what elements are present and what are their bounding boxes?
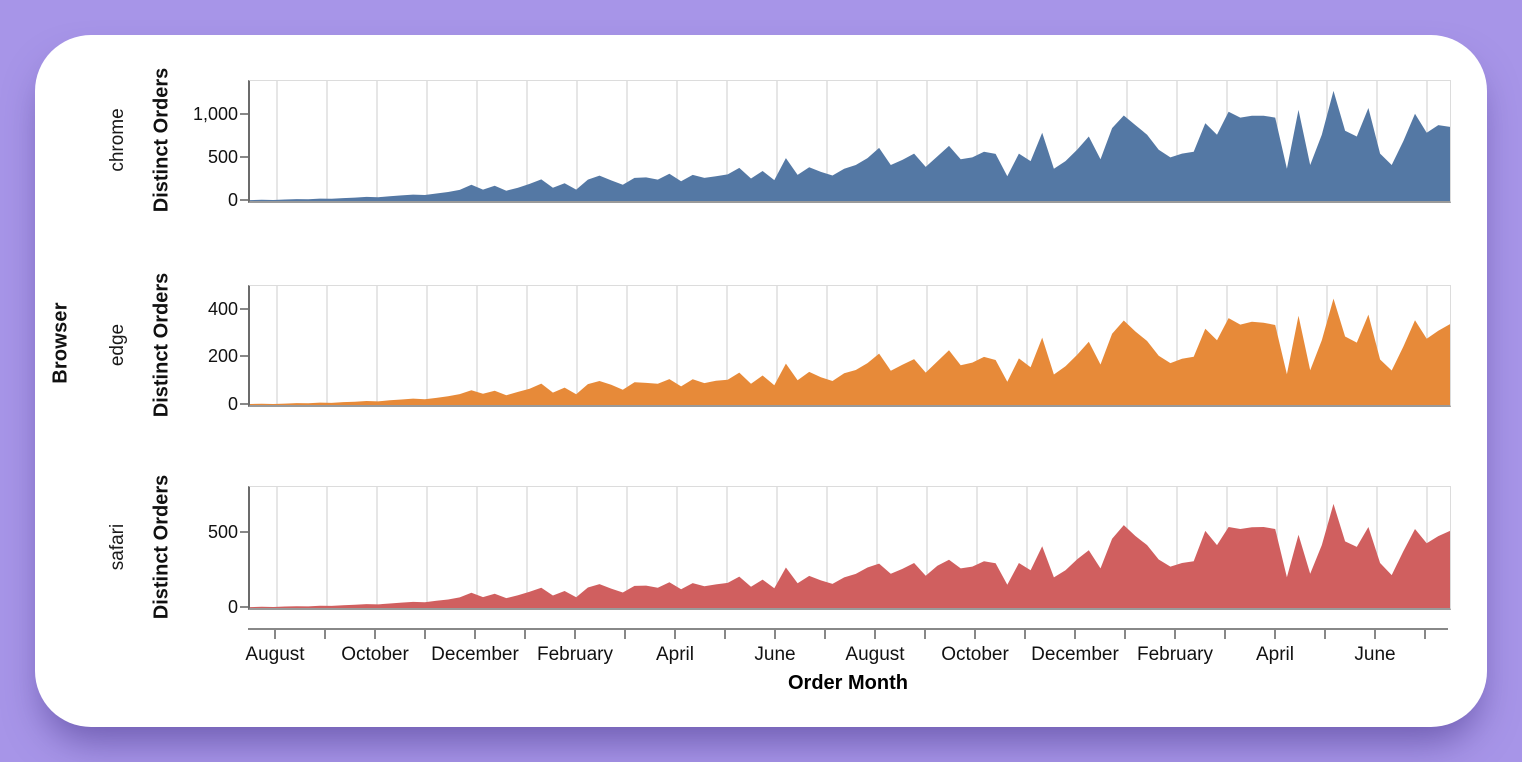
y-tick-mark [240, 403, 248, 405]
x-tick-label: October [341, 644, 409, 665]
x-tick-label: February [536, 644, 614, 665]
y-tick-label: 500 [207, 147, 238, 168]
x-tick-mark [1324, 630, 1326, 639]
facet-safari: safari Distinct Orders 0 500 [0, 474, 1522, 619]
x-tick-label: April [1255, 644, 1294, 665]
y-tick-mark [240, 307, 248, 310]
y-tick-label: 500 [207, 522, 238, 543]
x-tick-label: June [754, 644, 796, 665]
x-axis-line [248, 628, 1448, 630]
area-series-chrome [250, 90, 1450, 201]
facet-edge: edge Distinct Orders 0 200 400 [0, 272, 1522, 417]
x-tick-mark [674, 630, 676, 639]
x-tick-mark [1024, 630, 1026, 639]
x-tick-label: December [431, 644, 519, 665]
y-tick-mark [240, 531, 248, 534]
y-tick-label: 0 [227, 394, 238, 414]
x-tick-mark [1374, 630, 1376, 639]
y-tick-mark [240, 355, 248, 358]
x-tick-mark [824, 630, 826, 639]
facet-chrome: chrome Distinct Orders 0 500 1,000 [0, 68, 1522, 212]
x-tick-mark [1074, 630, 1076, 639]
x-tick-mark [1424, 630, 1426, 639]
y-tick-label: 200 [207, 346, 238, 367]
area-series-safari [250, 503, 1450, 608]
x-tick-mark [574, 630, 576, 639]
x-tick-label: December [1031, 644, 1119, 665]
x-tick-mark [1124, 630, 1126, 639]
plot-area-chrome [248, 80, 1451, 203]
x-tick-label: February [1136, 644, 1214, 665]
x-tick-mark [274, 630, 276, 639]
x-tick-label: October [941, 644, 1009, 665]
x-tick-mark [1174, 630, 1176, 639]
plot-area-safari [248, 486, 1451, 610]
x-tick-mark [624, 630, 626, 639]
x-tick-mark [974, 630, 976, 639]
x-axis: August October December February April June Au… [245, 628, 1448, 698]
x-tick-mark [374, 630, 376, 639]
y-tick-label: 400 [207, 298, 238, 319]
x-tick-label: August [245, 644, 305, 665]
x-tick-mark [474, 630, 476, 639]
y-tick-mark [240, 113, 248, 116]
x-tick-mark [724, 630, 726, 639]
x-tick-mark [874, 630, 876, 639]
x-axis-title: Order Month [788, 672, 908, 694]
x-tick-label: August [845, 644, 905, 665]
x-tick-mark [924, 630, 926, 639]
area-series-edge [250, 298, 1450, 405]
x-tick-label: June [1354, 644, 1396, 665]
area-chart-safari [250, 487, 1450, 608]
y-tick-mark [240, 606, 248, 608]
x-tick-mark [774, 630, 776, 639]
x-tick-mark [524, 630, 526, 639]
area-chart-edge [250, 286, 1450, 405]
x-tick-mark [424, 630, 426, 639]
y-tick-label: 1,000 [192, 104, 238, 125]
x-tick-mark [1224, 630, 1226, 639]
x-tick-label: April [655, 644, 694, 665]
y-tick-mark [240, 156, 248, 159]
plot-area-edge [248, 285, 1451, 407]
y-tick-label: 0 [227, 597, 238, 617]
area-chart-chrome [250, 81, 1450, 201]
y-tick-mark [240, 199, 248, 201]
x-tick-mark [324, 630, 326, 639]
x-tick-mark [1274, 630, 1276, 639]
y-tick-label: 0 [227, 190, 238, 210]
